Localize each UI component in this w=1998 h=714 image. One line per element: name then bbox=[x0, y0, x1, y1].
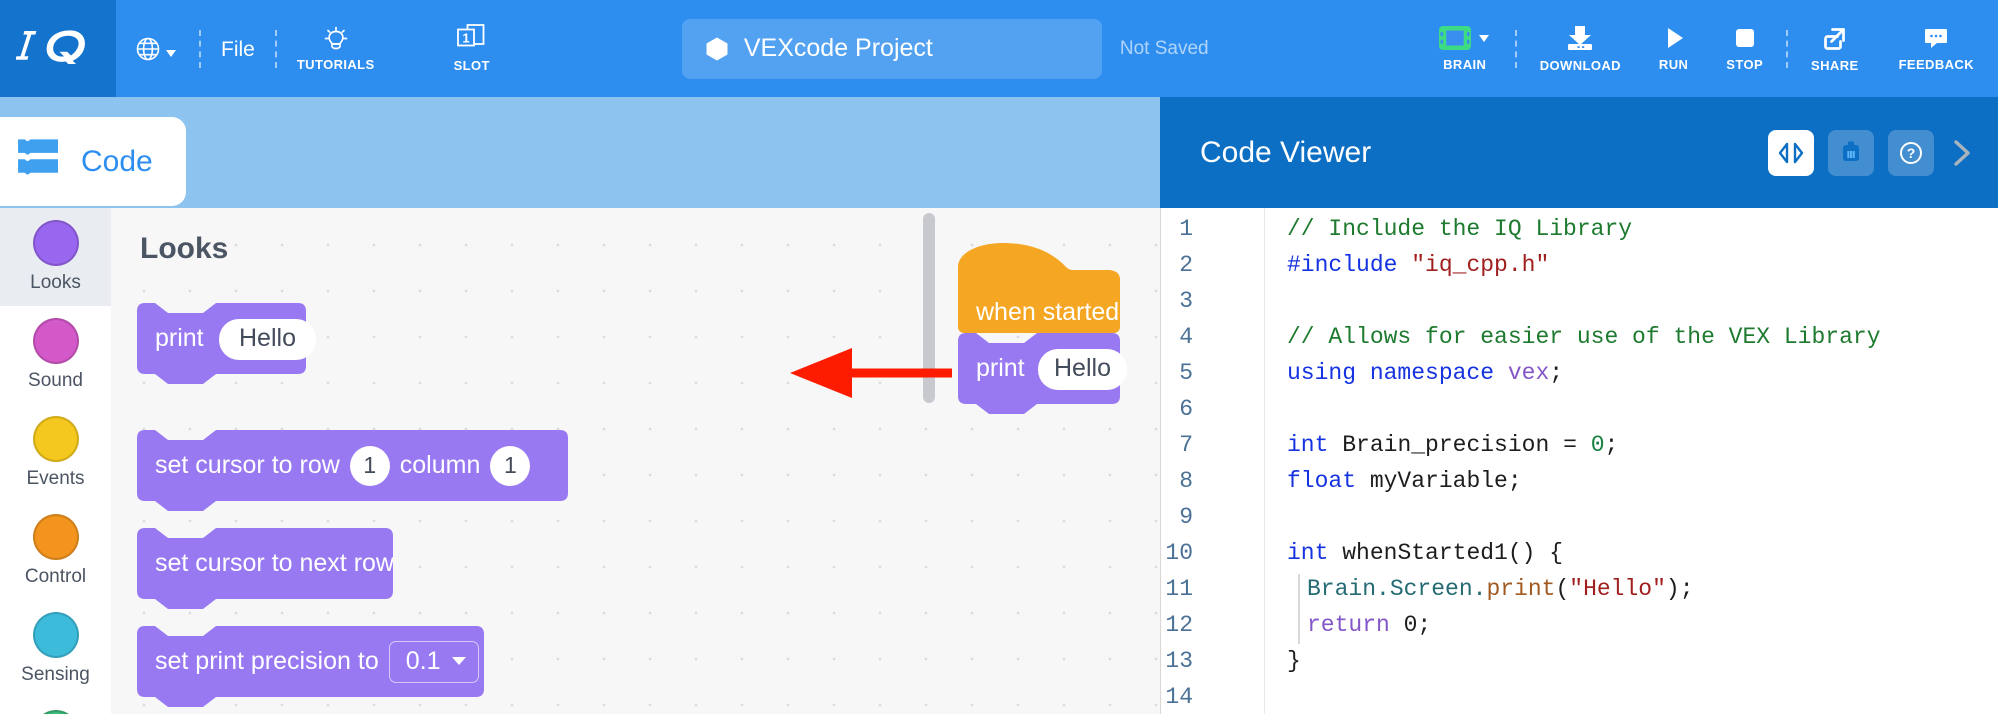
svg-text:1: 1 bbox=[462, 31, 469, 46]
svg-text:?: ? bbox=[1907, 145, 1916, 161]
